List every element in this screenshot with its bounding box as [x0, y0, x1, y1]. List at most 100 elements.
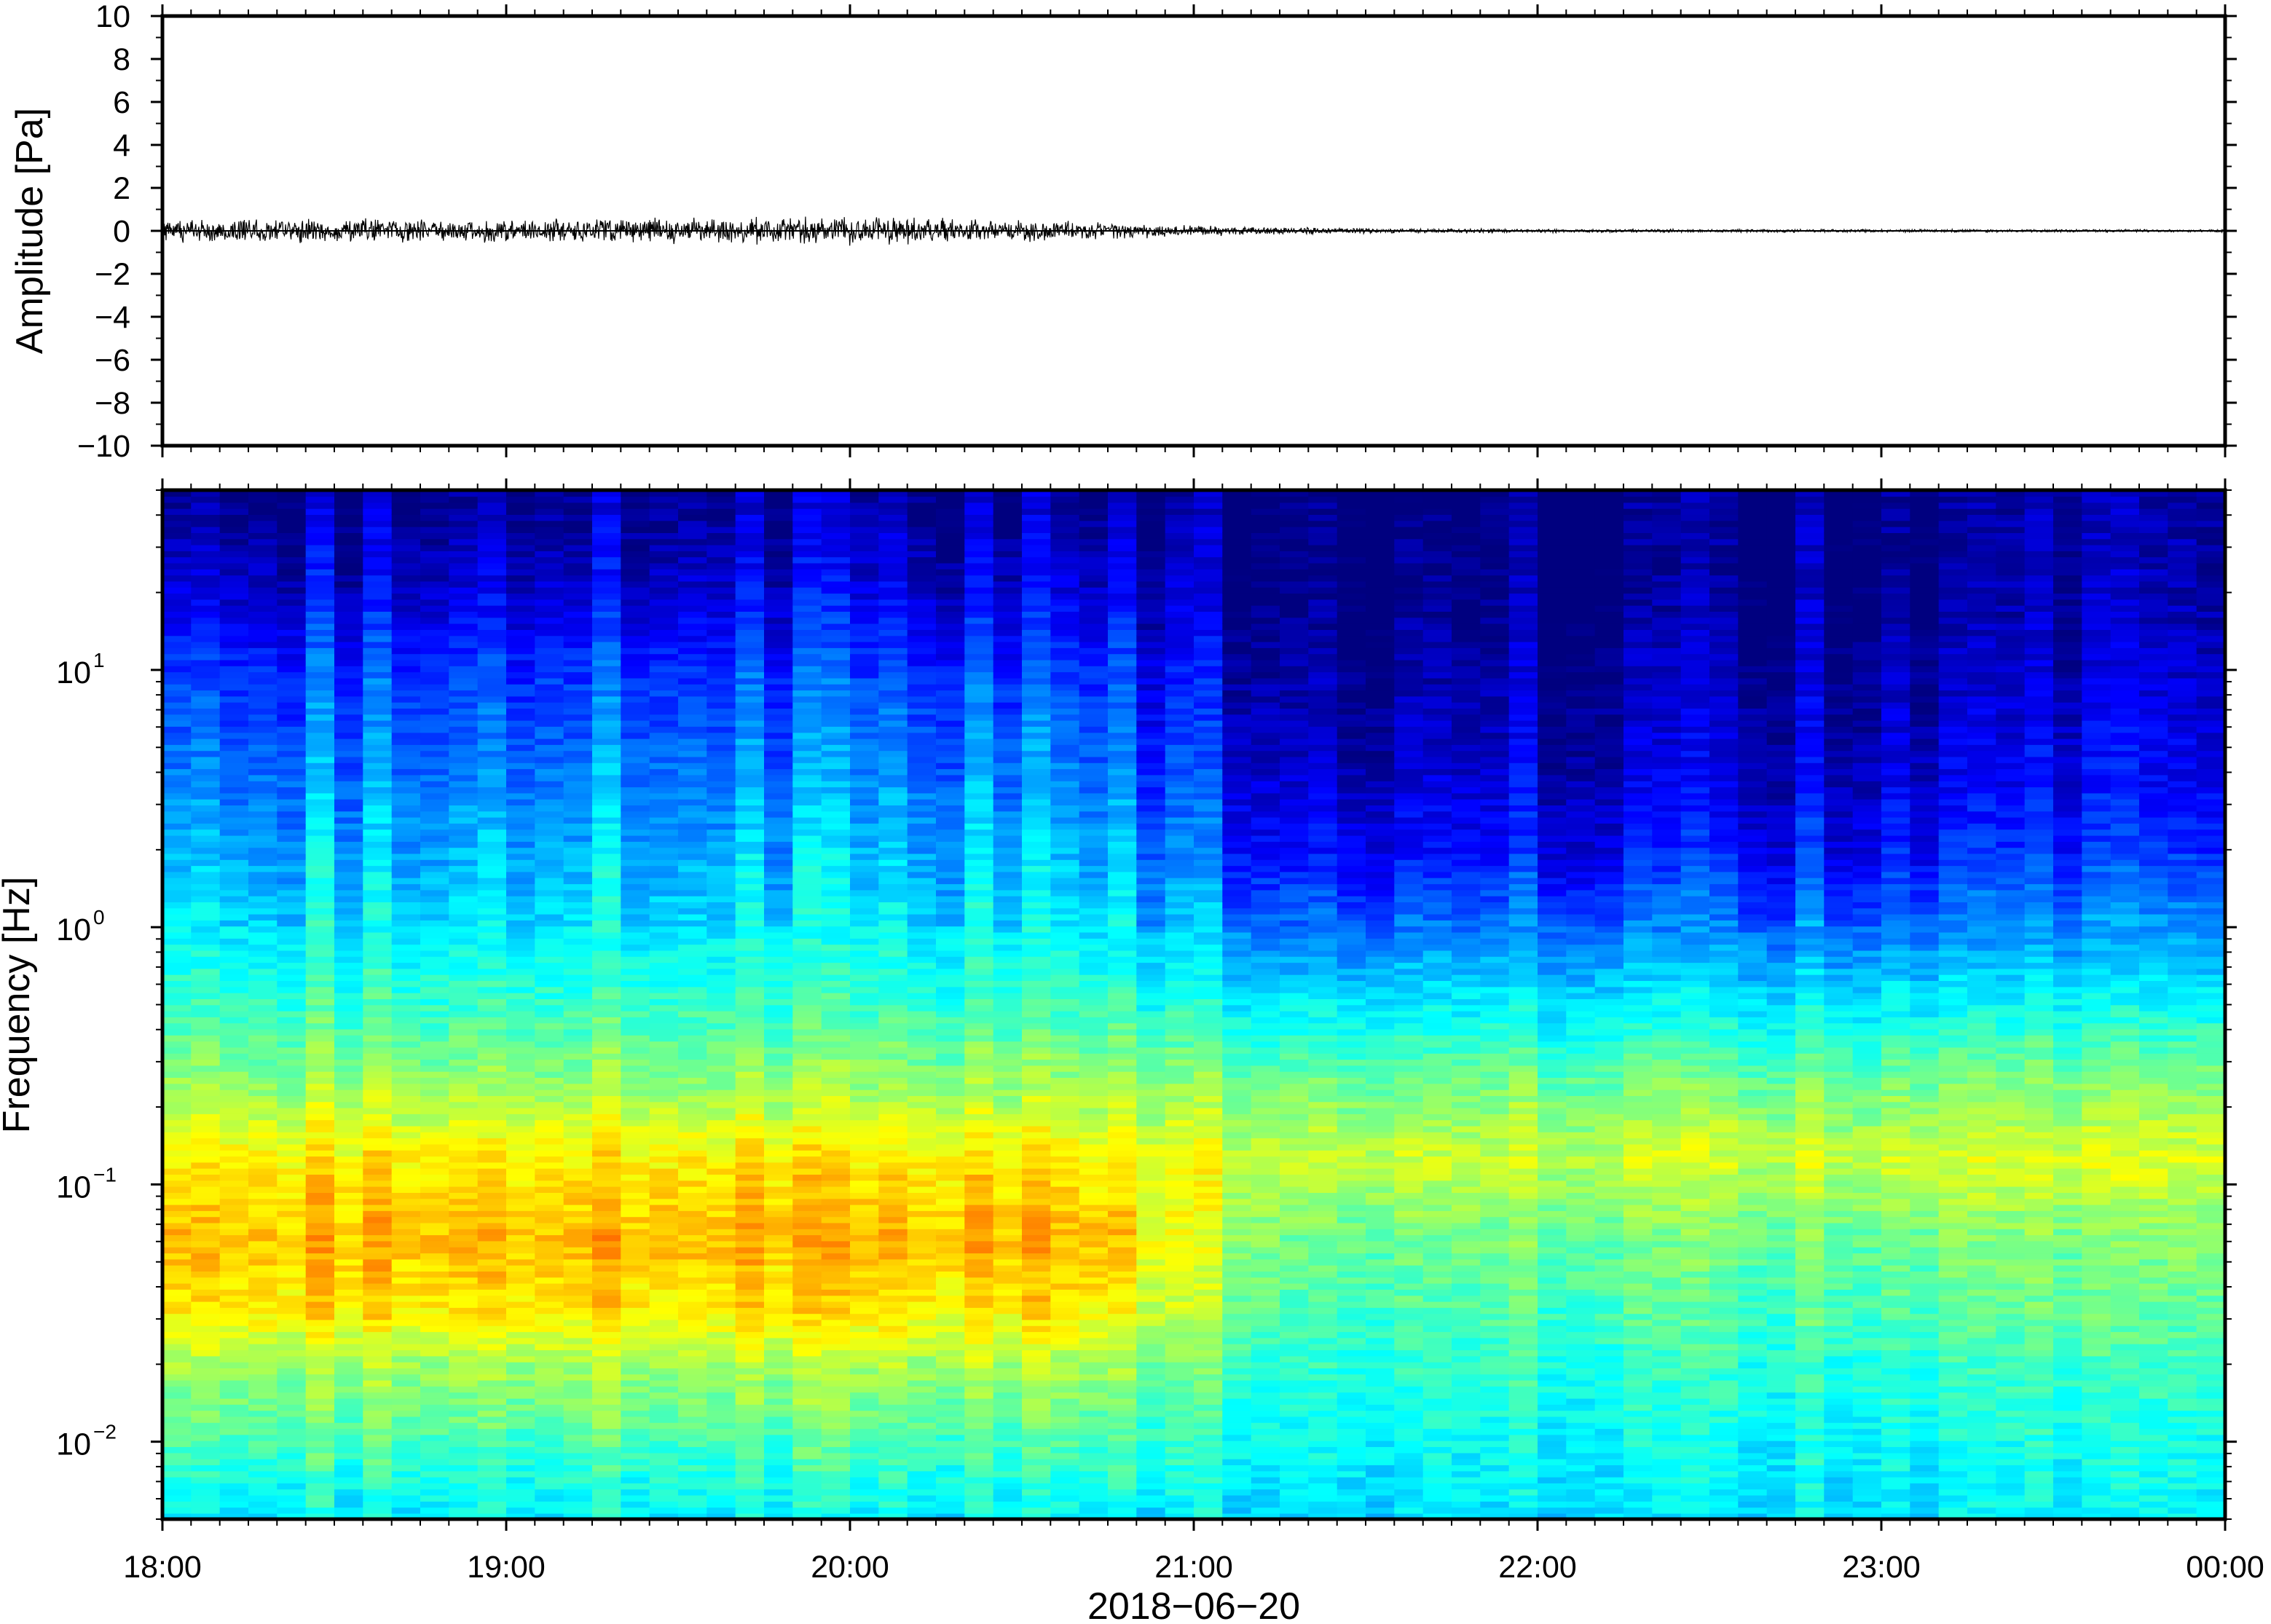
spectrogram-cell: [219, 544, 249, 551]
spectrogram-cell: [850, 1258, 880, 1266]
spectrogram-cell: [248, 1101, 278, 1108]
spectrogram-cell: [592, 1186, 622, 1193]
spectrogram-cell: [277, 883, 307, 891]
spectrogram-cell: [248, 490, 278, 497]
spectrogram-cell: [649, 720, 679, 727]
spectrogram-cell: [506, 732, 536, 739]
spectrogram-cell: [707, 950, 736, 957]
spectrogram-cell: [391, 865, 421, 872]
spectrogram-cell: [248, 926, 278, 933]
spectrogram-cell: [506, 726, 536, 733]
spectrogram-cell: [907, 1331, 937, 1339]
spectrogram-cell: [477, 1150, 507, 1157]
spectrogram-cell: [391, 871, 421, 878]
spectrogram-cell: [363, 562, 393, 569]
spectrogram-cell: [678, 998, 708, 1006]
spectrogram-cell: [563, 629, 593, 636]
spectrogram-cell: [592, 635, 622, 642]
spectrogram-cell: [506, 653, 536, 661]
spectrogram-cell: [821, 1282, 851, 1290]
spectrogram-cell: [878, 956, 908, 963]
spectrogram-cell: [420, 1319, 450, 1326]
spectrogram-cell: [735, 671, 765, 679]
spectrogram-cell: [420, 1089, 450, 1096]
spectrogram-cell: [420, 992, 450, 999]
spectrogram-cell: [334, 1022, 364, 1030]
spectrogram-cell: [850, 847, 880, 854]
spectrogram-cell: [850, 714, 880, 721]
spectrogram-cell: [219, 986, 249, 993]
spectrogram-cell: [391, 695, 421, 703]
spectrogram-cell: [878, 1392, 908, 1399]
spectrogram-cell: [334, 653, 364, 661]
spectrogram-cell: [878, 1434, 908, 1441]
spectrogram-cell: [334, 587, 364, 594]
spectrogram-cell: [391, 1162, 421, 1169]
spectrogram-cell: [563, 829, 593, 836]
spectrogram-cell: [420, 1095, 450, 1103]
spectrogram-cell: [649, 1337, 679, 1344]
spectrogram-cell: [162, 1186, 192, 1193]
spectrogram-cell: [907, 1313, 937, 1320]
spectrogram-cell: [821, 798, 851, 805]
spectrogram-cell: [821, 1494, 851, 1502]
spectrogram-cell: [764, 720, 794, 727]
spectrogram-cell: [449, 811, 479, 818]
spectrogram-cell: [621, 756, 650, 763]
spectrogram-cell: [506, 883, 536, 891]
spectrogram-cell: [678, 774, 708, 781]
spectrogram-cell: [535, 768, 564, 776]
spectrogram-cell: [477, 526, 507, 533]
spectrogram-cell: [563, 1041, 593, 1048]
spectrogram-cell: [363, 944, 393, 951]
spectrogram-cell: [477, 1107, 507, 1114]
spectrogram-cell: [649, 490, 679, 497]
spectrogram-cell: [621, 1295, 650, 1302]
spectrogram-cell: [621, 1253, 650, 1260]
spectrogram-cell: [477, 895, 507, 902]
spectrogram-cell: [621, 551, 650, 558]
spectrogram-cell: [735, 1501, 765, 1508]
spectrogram-cell: [907, 1041, 937, 1048]
spectrogram-cell: [907, 1428, 937, 1435]
spectrogram-cell: [649, 913, 679, 921]
spectrogram-cell: [850, 562, 880, 569]
spectrogram-cell: [391, 647, 421, 655]
spectrogram-cell: [305, 1053, 335, 1060]
spectrogram-cell: [678, 1150, 708, 1157]
spectrogram-cell: [563, 871, 593, 878]
spectrogram-cell: [907, 544, 937, 551]
spectrogram-cell: [621, 1204, 650, 1211]
spectrogram-cell: [277, 762, 307, 770]
spectrogram-cell: [735, 1319, 765, 1326]
spectrogram-cell: [821, 1507, 851, 1514]
spectrogram-cell: [907, 1404, 937, 1411]
spectrogram-cell: [363, 1132, 393, 1139]
spectrogram-cell: [363, 635, 393, 642]
spectrogram-cell: [535, 1507, 564, 1514]
spectrogram-cell: [563, 889, 593, 896]
spectrogram-cell: [707, 1053, 736, 1060]
spectrogram-cell: [764, 1458, 794, 1465]
spectrogram-cell: [878, 883, 908, 891]
spectrogram-cell: [363, 1198, 393, 1205]
spectrogram-cell: [707, 1240, 736, 1247]
spectrogram-cell: [707, 1494, 736, 1502]
spectrogram-cell: [277, 1132, 307, 1139]
spectrogram-cell: [621, 1368, 650, 1375]
spectrogram-cell: [936, 1198, 966, 1205]
spectrogram-cell: [277, 962, 307, 969]
spectrogram-cell: [792, 907, 822, 915]
spectrogram-cell: [563, 538, 593, 545]
spectrogram-cell: [735, 798, 765, 805]
spectrogram-cell: [821, 1398, 851, 1405]
spectrogram-cell: [477, 1428, 507, 1435]
spectrogram-cell: [334, 774, 364, 781]
spectrogram-cell: [707, 974, 736, 981]
spectrogram-cell: [563, 1240, 593, 1247]
spectrogram-cell: [391, 556, 421, 564]
spectrogram-cell: [191, 1373, 221, 1381]
spectrogram-cell: [449, 1234, 479, 1242]
spectrogram-cell: [248, 1095, 278, 1103]
spectrogram-cell: [563, 593, 593, 600]
